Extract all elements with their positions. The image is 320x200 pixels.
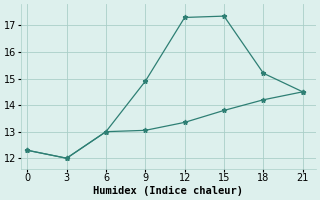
X-axis label: Humidex (Indice chaleur): Humidex (Indice chaleur) — [93, 186, 243, 196]
